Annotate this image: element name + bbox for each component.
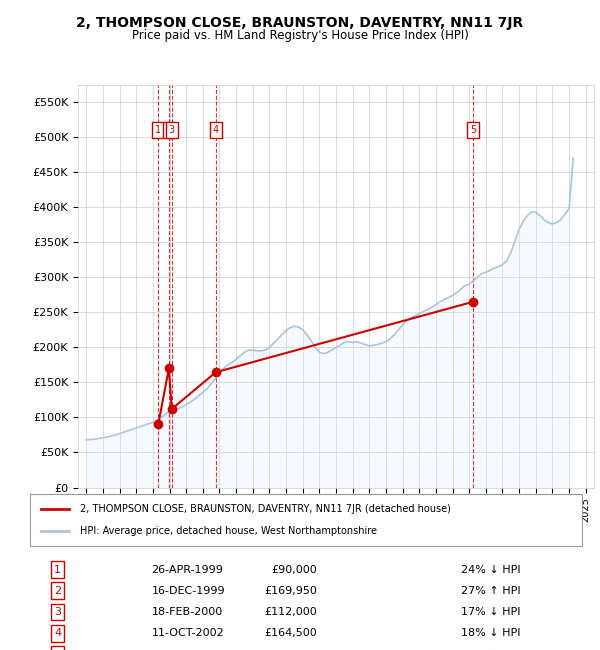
Text: 16-DEC-1999: 16-DEC-1999: [151, 586, 225, 596]
Text: 3: 3: [54, 607, 61, 617]
Text: £90,000: £90,000: [271, 564, 317, 575]
Point: [37, 528, 44, 536]
Text: 2: 2: [54, 586, 61, 596]
Point: [65, 528, 72, 536]
Text: 2: 2: [166, 125, 172, 135]
Text: 1: 1: [155, 125, 161, 135]
Text: 2, THOMPSON CLOSE, BRAUNSTON, DAVENTRY, NN11 7JR: 2, THOMPSON CLOSE, BRAUNSTON, DAVENTRY, …: [76, 16, 524, 31]
Text: 24% ↓ HPI: 24% ↓ HPI: [461, 564, 520, 575]
Text: £169,950: £169,950: [264, 586, 317, 596]
Text: 17% ↓ HPI: 17% ↓ HPI: [461, 607, 520, 617]
Text: 18% ↓ HPI: 18% ↓ HPI: [461, 629, 520, 638]
Text: 3: 3: [169, 125, 175, 135]
Text: 26-APR-1999: 26-APR-1999: [151, 564, 223, 575]
Text: 18-FEB-2000: 18-FEB-2000: [151, 607, 223, 617]
Text: 2, THOMPSON CLOSE, BRAUNSTON, DAVENTRY, NN11 7JR (detached house): 2, THOMPSON CLOSE, BRAUNSTON, DAVENTRY, …: [80, 504, 451, 514]
Text: 11-OCT-2002: 11-OCT-2002: [151, 629, 224, 638]
Text: Price paid vs. HM Land Registry's House Price Index (HPI): Price paid vs. HM Land Registry's House …: [131, 29, 469, 42]
Text: 1: 1: [54, 564, 61, 575]
Text: HPI: Average price, detached house, West Northamptonshire: HPI: Average price, detached house, West…: [80, 526, 377, 536]
Text: 4: 4: [213, 125, 219, 135]
Text: £164,500: £164,500: [264, 629, 317, 638]
Text: 4: 4: [54, 629, 61, 638]
FancyBboxPatch shape: [30, 494, 582, 546]
Text: 5: 5: [470, 125, 476, 135]
Text: £112,000: £112,000: [264, 607, 317, 617]
Point: [65, 504, 72, 512]
Text: 27% ↑ HPI: 27% ↑ HPI: [461, 586, 520, 596]
Point: [37, 504, 44, 512]
